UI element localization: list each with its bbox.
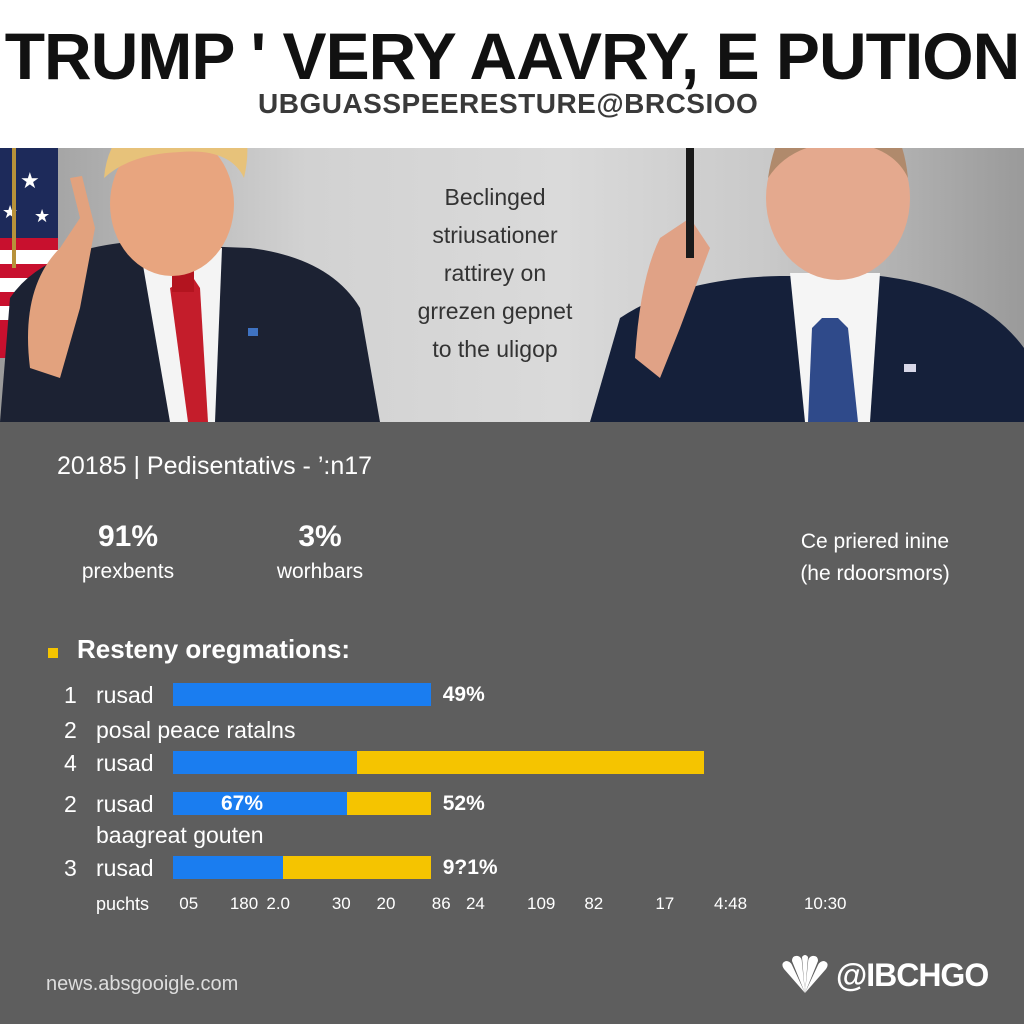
right-figure (590, 148, 1024, 422)
axis-tick-label: 20 (376, 894, 396, 913)
row-rank: 1 (64, 682, 77, 708)
axis-tick-label: 17 (655, 894, 675, 913)
caption-line: grrezen gepnet (417, 298, 573, 324)
row-label: rusad (96, 750, 154, 776)
caption-line: rattirey on (443, 260, 547, 286)
stat-value: 3% (298, 520, 342, 553)
caption-line: Beclinged (444, 184, 546, 210)
caption-line: to the uligop (432, 336, 558, 362)
caption-line: striusationer (432, 222, 558, 248)
stat-label: worhbars (276, 560, 364, 583)
peacock-icon (782, 955, 828, 993)
axis-tick-label: 30 (331, 894, 351, 913)
axis-tick-label: 24 (465, 894, 485, 913)
logo-text: @IBCHGO (836, 957, 989, 993)
axis-tick-label: 86 (431, 894, 451, 913)
row-label: posal peace ratalns (96, 717, 296, 743)
bar-value-label: 9?1% (442, 856, 498, 879)
row-label: rusad (96, 855, 154, 881)
stat-item: 91% prexbents (68, 520, 188, 584)
row-rank: 2 (64, 717, 77, 743)
side-note-line: Ce priered inine (800, 530, 950, 553)
photo-band: ★ ★ ★ Beclinged stri (0, 148, 1024, 422)
axis-tick-label: 05 (179, 894, 199, 913)
bar-segment-blue (173, 751, 358, 774)
section-title: Resteny oregmations: (77, 634, 351, 664)
svg-text:★: ★ (20, 168, 40, 193)
header: TRUMP ' VERY AAVRY, E PUTION UBGUASSPEER… (0, 0, 1024, 150)
axis-title: puchts (96, 894, 150, 914)
bar-segment-yellow (283, 856, 431, 879)
row-label: rusad (96, 791, 154, 817)
row-rank: 3 (64, 855, 77, 881)
bar-value-label: 52% (442, 792, 485, 815)
headline: TRUMP ' VERY AAVRY, E PUTION (4, 19, 1021, 93)
source-url: news.absgooigle.com (46, 973, 239, 995)
photo-illustration: ★ ★ ★ (0, 148, 1024, 422)
subheadline: UBGUASSPEERESTURE@BRCSIOO (258, 88, 759, 119)
stats-line: 20185 | Pedisentativs - ’:n17 (57, 452, 373, 480)
bar-segment-yellow (346, 792, 431, 815)
row-rank: 2 (64, 791, 77, 817)
row-label: rusad (96, 682, 154, 708)
axis-tick-label: 82 (584, 894, 604, 913)
stat-item: 3% worhbars (260, 520, 380, 584)
section-marker (48, 648, 58, 658)
axis-tick-label: 4:48 (714, 894, 748, 913)
side-note: Ce priered inine (he rdoorsmors) (770, 526, 980, 590)
side-note-line: (he rdoorsmors) (800, 562, 950, 585)
bar-segment-blue (173, 856, 284, 879)
bar-segment-blue (173, 683, 431, 706)
bar-inner-label: 67% (221, 792, 264, 815)
stat-value: 91% (97, 520, 159, 553)
axis-tick-label: 10:30 (803, 894, 847, 913)
left-figure (0, 148, 380, 422)
photo-caption: Beclinged striusationer rattirey on grre… (395, 178, 595, 368)
row-rank: 4 (64, 750, 77, 776)
axis-tick-label: 109 (527, 894, 556, 913)
stat-label: prexbents (81, 560, 175, 583)
axis-tick-label: 180 (229, 894, 259, 913)
svg-text:★: ★ (34, 206, 50, 226)
row-label: baagreat gouten (96, 822, 264, 848)
bar-segment-yellow (357, 751, 705, 774)
bar-segment-blue (173, 792, 347, 815)
axis-tick-label: 2.0 (266, 894, 291, 913)
bar-value-label: 49% (442, 683, 485, 706)
